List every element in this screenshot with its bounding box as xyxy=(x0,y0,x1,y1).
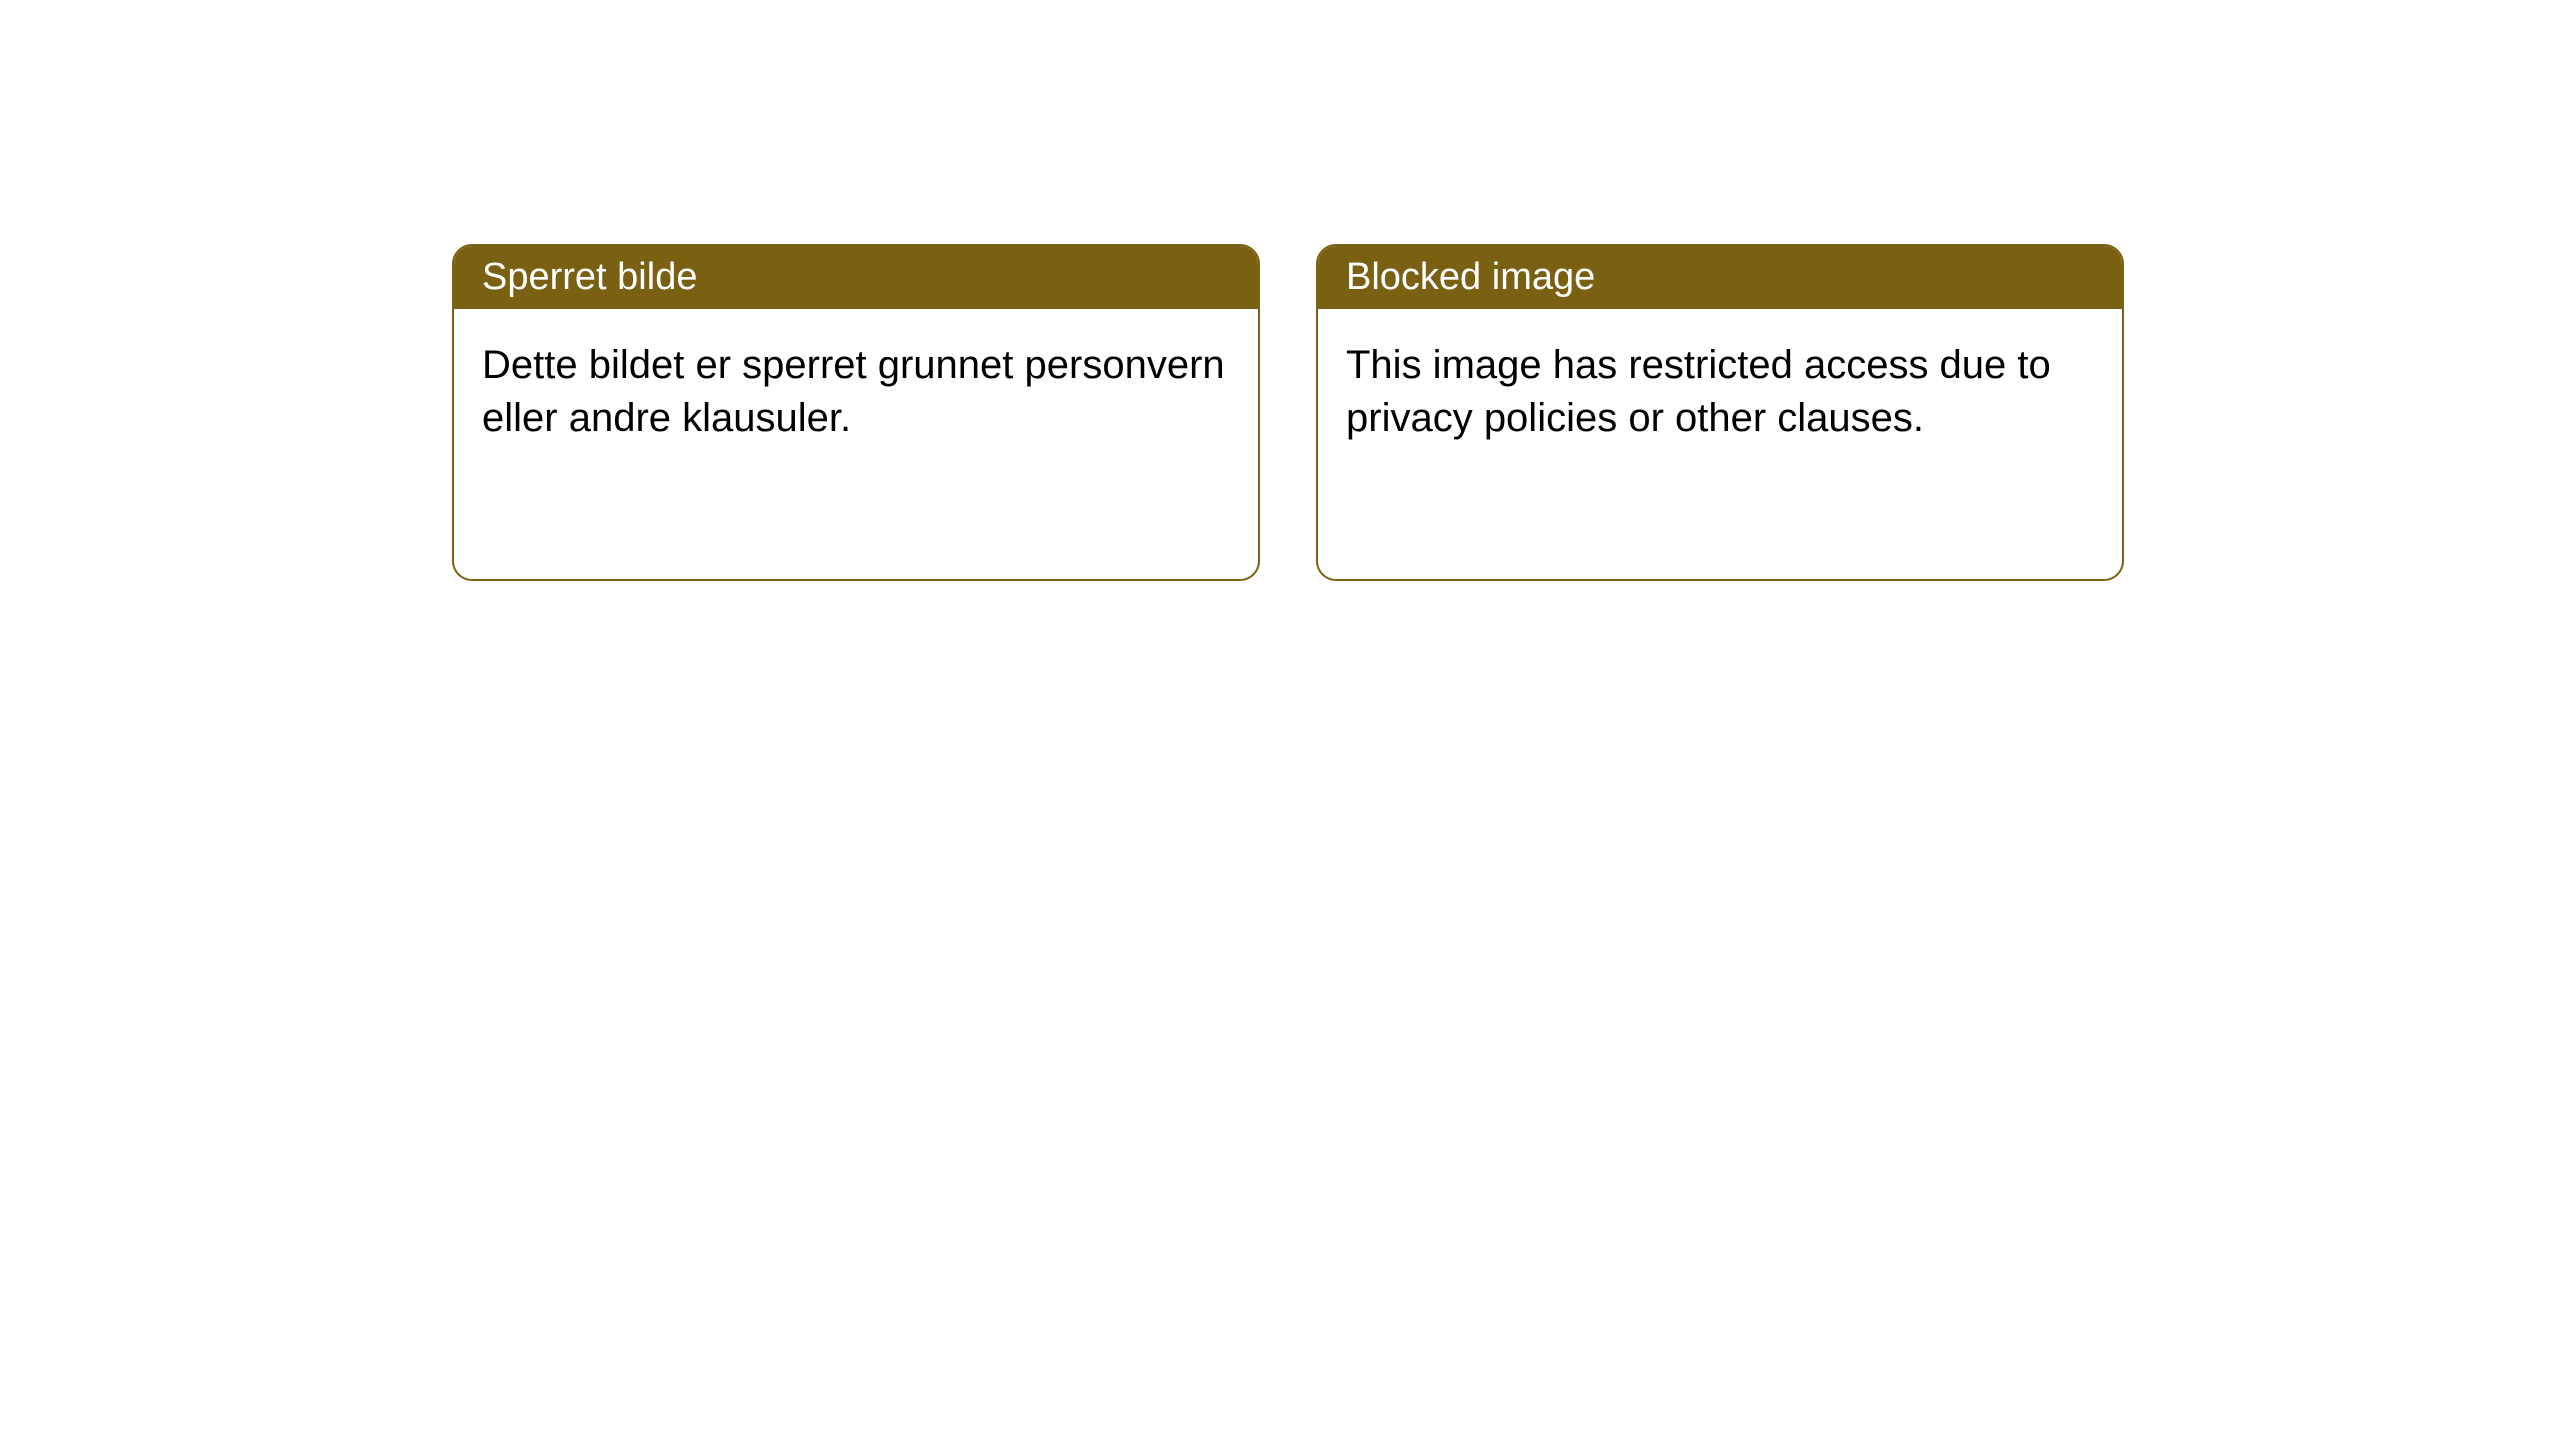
card-title: Blocked image xyxy=(1346,256,1595,298)
notice-card-english: Blocked image This image has restricted … xyxy=(1316,244,2124,581)
notice-cards-container: Sperret bilde Dette bildet er sperret gr… xyxy=(452,244,2124,581)
notice-card-norwegian: Sperret bilde Dette bildet er sperret gr… xyxy=(452,244,1260,581)
card-message: Dette bildet er sperret grunnet personve… xyxy=(482,343,1225,440)
card-header: Blocked image xyxy=(1318,246,2122,309)
card-message: This image has restricted access due to … xyxy=(1346,343,2051,440)
card-header: Sperret bilde xyxy=(454,246,1258,309)
card-title: Sperret bilde xyxy=(482,256,697,298)
card-body: This image has restricted access due to … xyxy=(1318,309,2122,475)
card-body: Dette bildet er sperret grunnet personve… xyxy=(454,309,1258,475)
